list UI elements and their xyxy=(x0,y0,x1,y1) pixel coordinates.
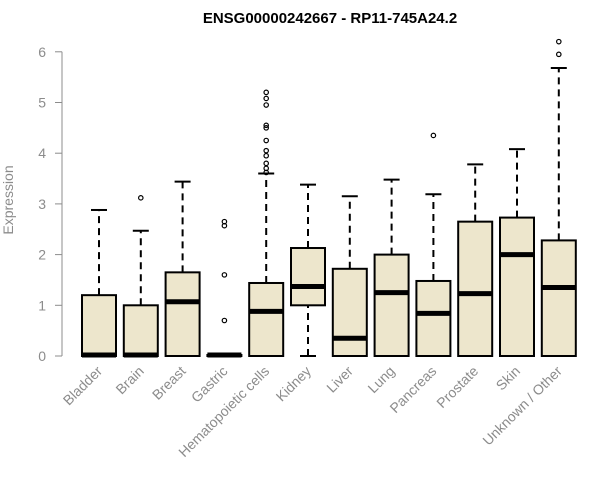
outlier-point xyxy=(263,125,270,131)
y-tick-label: 3 xyxy=(38,196,46,212)
y-tick-label: 0 xyxy=(38,348,46,364)
x-tick-label: Breast xyxy=(149,363,189,403)
box-3 xyxy=(206,218,243,358)
box-rect xyxy=(457,220,494,357)
outlier-point xyxy=(263,95,270,102)
y-tick-label: 2 xyxy=(38,247,46,263)
box-rect xyxy=(248,281,285,358)
outlier-point xyxy=(263,147,270,154)
outlier-point xyxy=(555,38,562,45)
box-0 xyxy=(81,208,117,358)
box-rect xyxy=(499,216,535,357)
outlier-point xyxy=(221,218,228,225)
x-tick-label: Unknown / Other xyxy=(479,363,565,449)
outlier-point xyxy=(555,51,562,58)
box-rect xyxy=(373,253,410,358)
outlier-point xyxy=(263,122,270,129)
box-5 xyxy=(290,183,326,357)
box-rect xyxy=(81,294,117,358)
box-7 xyxy=(373,178,410,358)
box-rect xyxy=(331,267,368,357)
box-rect xyxy=(415,279,452,357)
y-tick-label: 5 xyxy=(38,95,46,111)
outlier-point xyxy=(138,195,144,201)
y-tick-label: 6 xyxy=(38,44,46,60)
y-axis: 0 1 2 3 4 5 6 xyxy=(38,44,63,364)
boxes-group xyxy=(81,38,577,358)
box-rect xyxy=(164,271,201,357)
x-tick-label: Kidney xyxy=(273,363,315,405)
y-tick-label: 1 xyxy=(38,297,46,313)
x-tick-label: Skin xyxy=(493,363,524,394)
x-tick-label: Prostate xyxy=(433,363,481,411)
box-6 xyxy=(331,195,368,357)
box-rect xyxy=(290,247,326,307)
outlier-point xyxy=(263,160,270,167)
x-tick-label: Liver xyxy=(323,363,356,396)
box-2 xyxy=(164,180,201,357)
outlier-point xyxy=(221,272,228,278)
outlier-point xyxy=(263,102,270,108)
outlier-point xyxy=(263,89,270,96)
box-11 xyxy=(540,38,577,358)
outlier-point xyxy=(263,137,270,144)
outlier-point xyxy=(263,152,270,159)
box-8 xyxy=(415,132,452,357)
outlier-point xyxy=(430,132,437,139)
x-tick-label: Lung xyxy=(364,363,397,396)
box-1 xyxy=(122,195,159,358)
x-tick-label: Brain xyxy=(112,363,146,397)
outlier-point xyxy=(263,165,270,172)
box-rect xyxy=(540,239,577,358)
box-4 xyxy=(248,89,285,358)
outlier-point xyxy=(221,317,228,324)
y-axis-label: Expression xyxy=(0,165,16,234)
x-tick-label: Bladder xyxy=(60,363,106,409)
box-10 xyxy=(499,148,535,357)
box-9 xyxy=(457,163,494,357)
box-rect xyxy=(122,304,159,357)
chart-title: ENSG00000242667 - RP11-745A24.2 xyxy=(203,10,457,27)
y-tick-label: 4 xyxy=(38,145,46,161)
